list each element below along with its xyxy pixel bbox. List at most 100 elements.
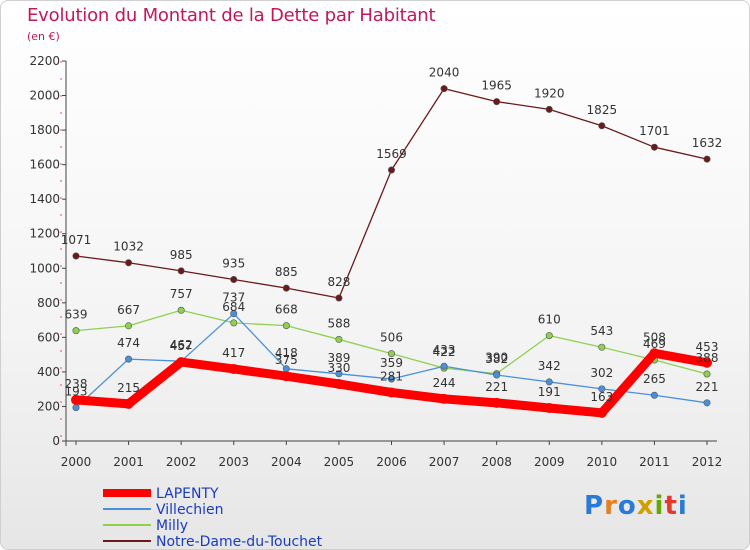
logo-letter: x [636,491,655,521]
data-point [123,398,134,409]
data-point [335,335,343,343]
data-label: 610 [538,313,561,327]
y-tick-label: 1200 [29,227,60,241]
data-label: 684 [222,300,245,314]
data-label: 244 [433,376,456,390]
data-point [596,407,607,418]
x-tick-label: 2001 [113,455,144,469]
x-tick-label: 2008 [481,455,512,469]
data-point [545,332,553,340]
data-label: 302 [590,366,613,380]
data-point [440,85,448,93]
data-label: 433 [433,343,456,357]
data-point [176,357,187,368]
data-label: 418 [275,346,298,360]
data-label: 1965 [481,79,512,93]
data-label: 506 [380,331,403,345]
data-label: 469 [643,337,666,351]
data-point [125,355,133,363]
data-label: 330 [327,361,350,375]
data-point [125,259,133,267]
data-label: 417 [222,346,245,360]
data-point [386,387,397,398]
y-tick-label: 2200 [29,54,60,68]
data-label: 221 [485,380,508,394]
logo-letter: o [617,491,637,521]
x-tick-label: 2006 [376,455,407,469]
y-tick-label: 1800 [29,123,60,137]
data-point [177,267,185,275]
data-point [335,370,343,378]
data-point [545,105,553,113]
y-tick-label: 2000 [29,89,60,103]
data-label: 667 [117,303,140,317]
data-label: 193 [65,385,88,399]
y-tick-label: 1600 [29,158,60,172]
data-point [387,375,395,383]
x-tick-label: 2007 [429,455,460,469]
data-label: 390 [485,351,508,365]
y-tick-label: 0 [52,434,60,448]
data-point [650,143,658,151]
data-label: 935 [222,257,245,271]
data-label: 342 [538,359,561,373]
x-tick-label: 2011 [639,455,670,469]
data-label: 238 [65,377,88,391]
data-label: 265 [643,372,666,386]
x-tick-label: 2003 [218,455,249,469]
logo-letter: P [584,491,605,521]
data-point [703,155,711,163]
data-label: 215 [117,381,140,395]
data-label: 462 [170,338,193,352]
chart-subtitle: (en €) [27,30,60,43]
data-point [230,275,238,283]
data-point [491,397,502,408]
data-point [387,166,395,174]
data-point [230,319,238,327]
data-point [650,391,658,399]
x-tick-label: 2010 [587,455,618,469]
data-point [230,310,238,318]
x-tick-label: 2005 [324,455,355,469]
data-point [387,350,395,358]
data-point [335,294,343,302]
data-point [282,322,290,330]
data-point [72,327,80,335]
legend-label: Notre-Dame-du-Touchet [156,534,323,550]
data-label: 422 [433,345,456,359]
y-tick-label: 200 [37,399,60,413]
data-point [598,385,606,393]
data-point [493,98,501,106]
series-line-notre-dame-du-touchet [75,87,708,299]
data-label: 281 [380,369,403,383]
data-label: 588 [327,316,350,330]
data-point [439,393,450,404]
data-label: 1701 [639,124,670,138]
data-label: 457 [170,339,193,353]
x-tick-label: 2002 [166,455,197,469]
data-point [598,343,606,351]
data-point [125,322,133,330]
logo-letter: i [677,491,688,521]
data-label: 543 [590,324,613,338]
data-point [333,379,344,389]
data-label: 1825 [587,103,618,117]
data-label: 474 [117,336,140,350]
data-point [702,357,712,368]
data-point [440,362,448,370]
data-point [228,363,239,374]
data-label: 639 [65,308,88,322]
data-label: 1632 [692,136,723,150]
data-label: 1071 [61,233,92,247]
data-label: 737 [222,291,245,305]
data-point [72,404,80,412]
data-label: 828 [327,275,350,289]
y-tick-label: 400 [37,365,60,379]
x-tick-label: 2012 [692,455,723,469]
logo-letter: i [654,491,665,521]
y-tick-label: 1400 [29,192,60,206]
data-label: 375 [275,353,298,367]
data-point [544,403,555,414]
data-point [649,348,660,359]
data-point [177,306,185,314]
